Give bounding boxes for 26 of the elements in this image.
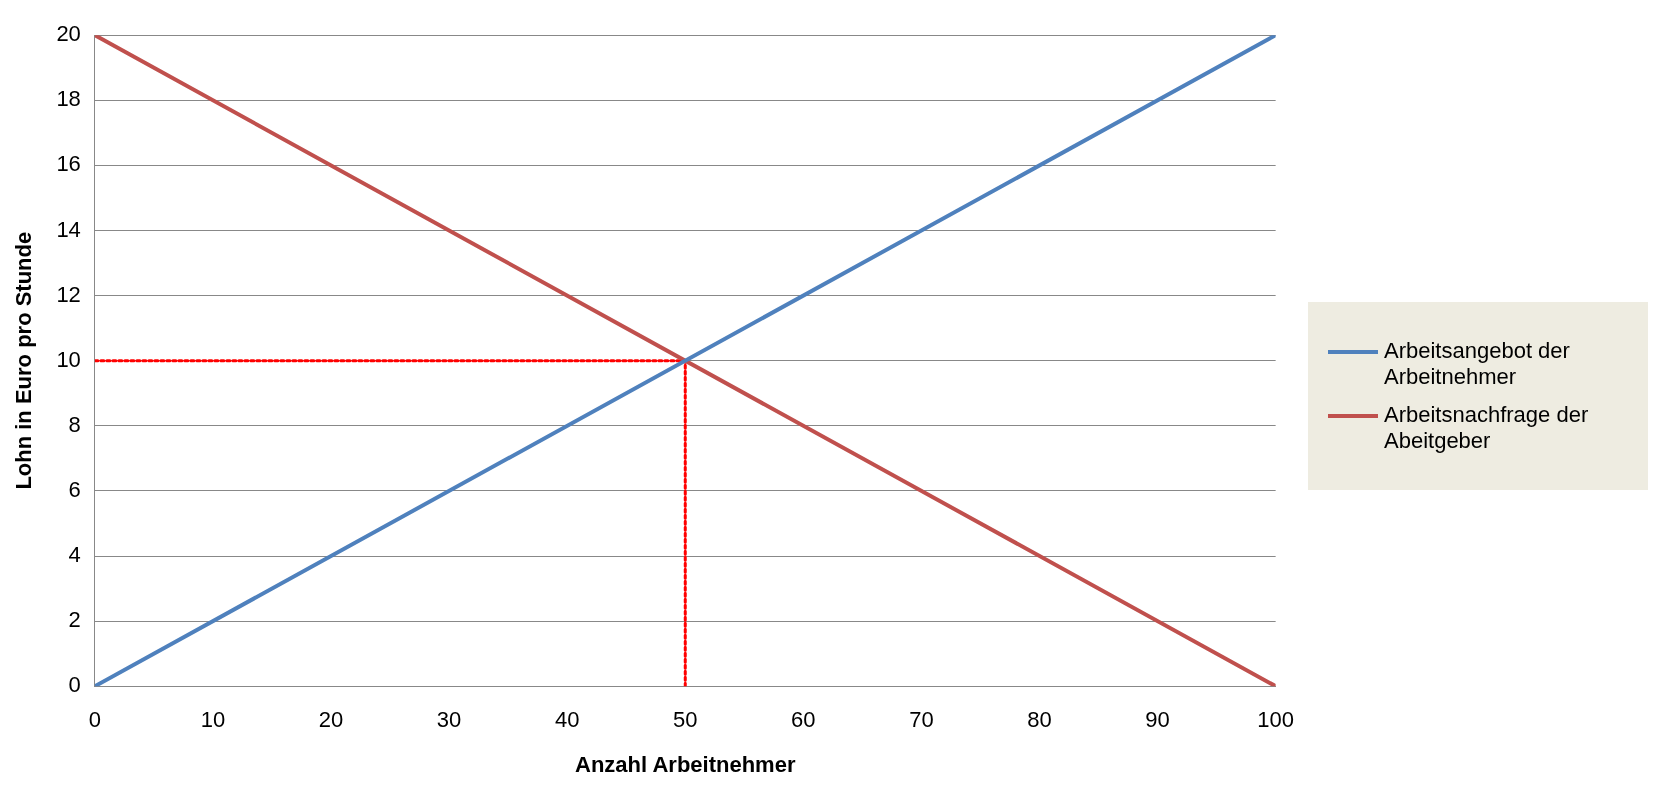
x-tick-label: 40	[554, 707, 580, 733]
x-tick-label: 60	[791, 707, 816, 733]
y-tick-label: 0	[68, 672, 81, 698]
y-tick-label: 18	[56, 86, 81, 112]
y-tick-label: 14	[56, 216, 81, 242]
y-tick-label: 10	[56, 346, 81, 372]
y-tick-label: 6	[68, 476, 81, 502]
y-tick-label: 8	[68, 411, 81, 437]
x-tick-label: 90	[1145, 707, 1170, 733]
x-tick-label: 30	[436, 707, 462, 733]
x-tick-label: 20	[318, 707, 344, 733]
legend-label: Arbeitsangebot der Arbeitnehmer	[1384, 337, 1571, 390]
x-tick-label: 100	[1257, 707, 1295, 733]
x-tick-label: 50	[673, 707, 698, 733]
legend-label: Arbeitsnachfrage der Abeitgeber	[1384, 401, 1590, 454]
y-tick-label: 20	[56, 21, 81, 47]
y-tick-label: 4	[68, 542, 81, 568]
x-tick-label: 70	[909, 707, 934, 733]
x-tick-label: 10	[200, 707, 226, 733]
y-tick-label: 16	[56, 151, 81, 177]
x-tick-label: 0	[88, 707, 101, 733]
x-tick-label: 80	[1027, 707, 1052, 733]
y-axis-title: Lohn in Euro pro Stunde	[11, 231, 37, 490]
y-tick-label: 12	[56, 281, 81, 307]
y-tick-label: 2	[68, 607, 81, 633]
x-axis-title: Anzahl Arbeitnehmer	[575, 751, 796, 777]
